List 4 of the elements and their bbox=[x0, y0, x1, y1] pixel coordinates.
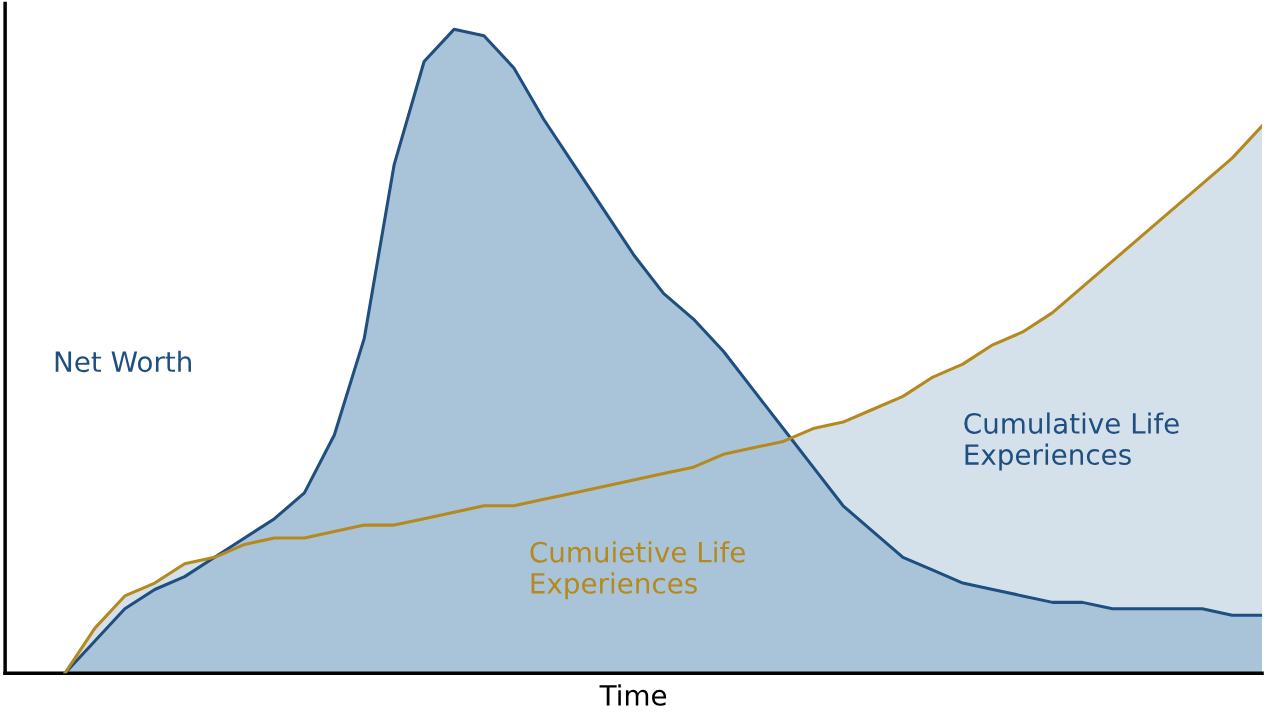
x-axis-title: Time bbox=[599, 684, 667, 706]
annotation: Cumulative Life Experiences bbox=[964, 412, 1179, 471]
series-label: Cumuietive Life Experiences bbox=[530, 541, 745, 600]
text: Net Worth bbox=[55, 350, 191, 373]
